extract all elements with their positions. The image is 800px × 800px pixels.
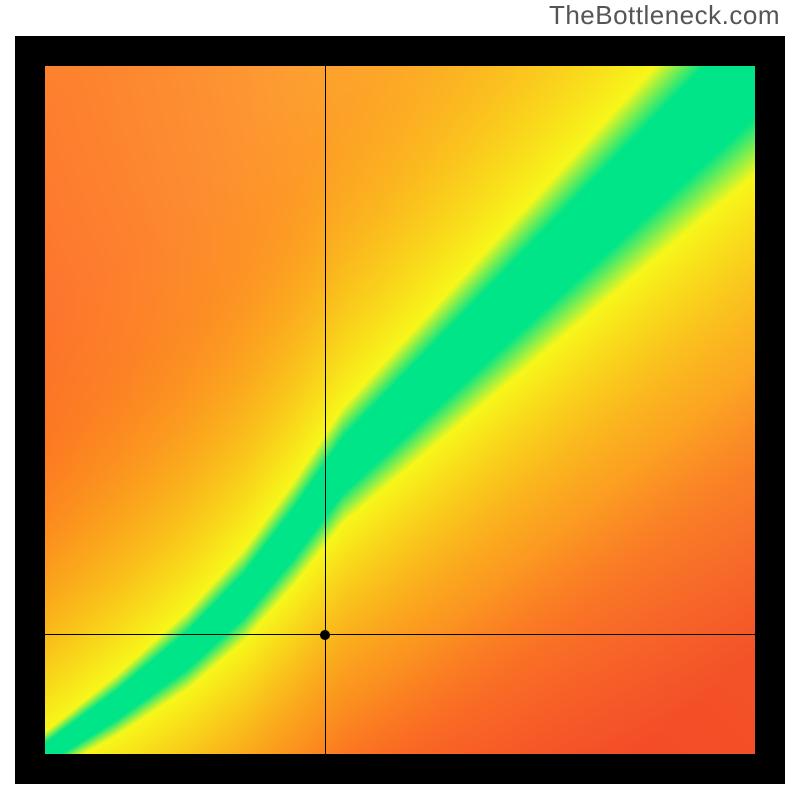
watermark-text: TheBottleneck.com [549,0,780,31]
crosshair-marker [320,630,330,640]
heatmap-canvas [45,66,755,754]
chart-frame [15,36,785,784]
chart-container: TheBottleneck.com [0,0,800,800]
crosshair-horizontal [45,634,755,635]
crosshair-vertical [325,66,326,754]
